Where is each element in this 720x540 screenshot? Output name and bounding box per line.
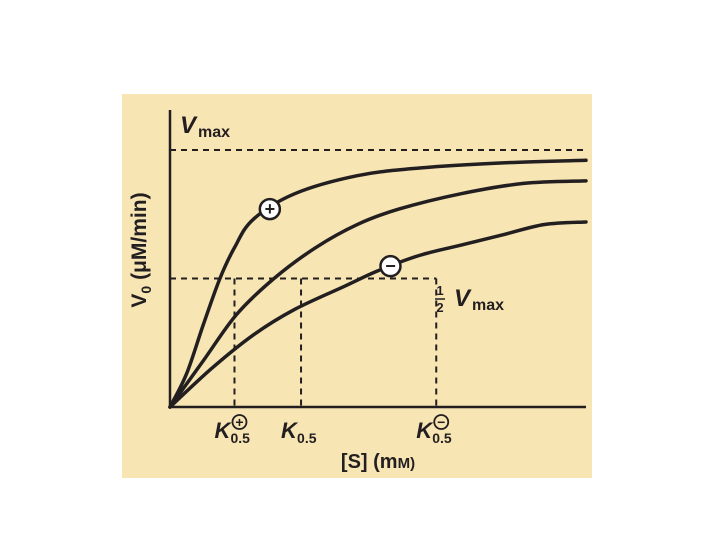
- curves: +−: [168, 158, 588, 409]
- x-axis-label-tail: M): [398, 455, 416, 472]
- y-axis-label-sub: 0: [138, 286, 154, 294]
- y-axis-label-main: V: [128, 294, 151, 308]
- guide-lines: [170, 149, 586, 407]
- k-label-1: K: [281, 418, 299, 443]
- k-label-sup-0: +: [235, 414, 243, 430]
- marker-sign-2: −: [385, 256, 396, 276]
- k-label-sub-1: 0.5: [297, 430, 317, 446]
- marker-circle-2: [379, 254, 402, 278]
- chart-panel: [122, 94, 592, 478]
- k-label-sub-2: 0.5: [432, 430, 452, 446]
- axes: [168, 110, 586, 409]
- y-axis-label: V0 (μM/min): [128, 192, 154, 307]
- k-label-sup-circle-0: [231, 414, 248, 430]
- k-label-sub-0: 0.5: [230, 430, 250, 446]
- k-label-2: K: [416, 418, 434, 443]
- y-axis-label-units: (μM/min): [128, 192, 151, 285]
- k-label-sup-circle-2: [433, 414, 450, 430]
- marker-sign-0: +: [265, 199, 276, 219]
- half-vmax-den: 2: [436, 300, 443, 315]
- vmax-label-sub: max: [198, 124, 230, 141]
- half-vmax-num: 1: [436, 283, 443, 298]
- k-label-sup-2: −: [437, 414, 445, 430]
- marker-circle-0: [258, 197, 282, 221]
- half-vmax-label-sub: max: [472, 297, 504, 314]
- curve-1: [168, 179, 588, 409]
- curve-2: [168, 220, 588, 409]
- x-axis-label: [S] (mM): [341, 451, 415, 473]
- k-label-0: K: [214, 418, 232, 443]
- curve-0: [168, 158, 588, 409]
